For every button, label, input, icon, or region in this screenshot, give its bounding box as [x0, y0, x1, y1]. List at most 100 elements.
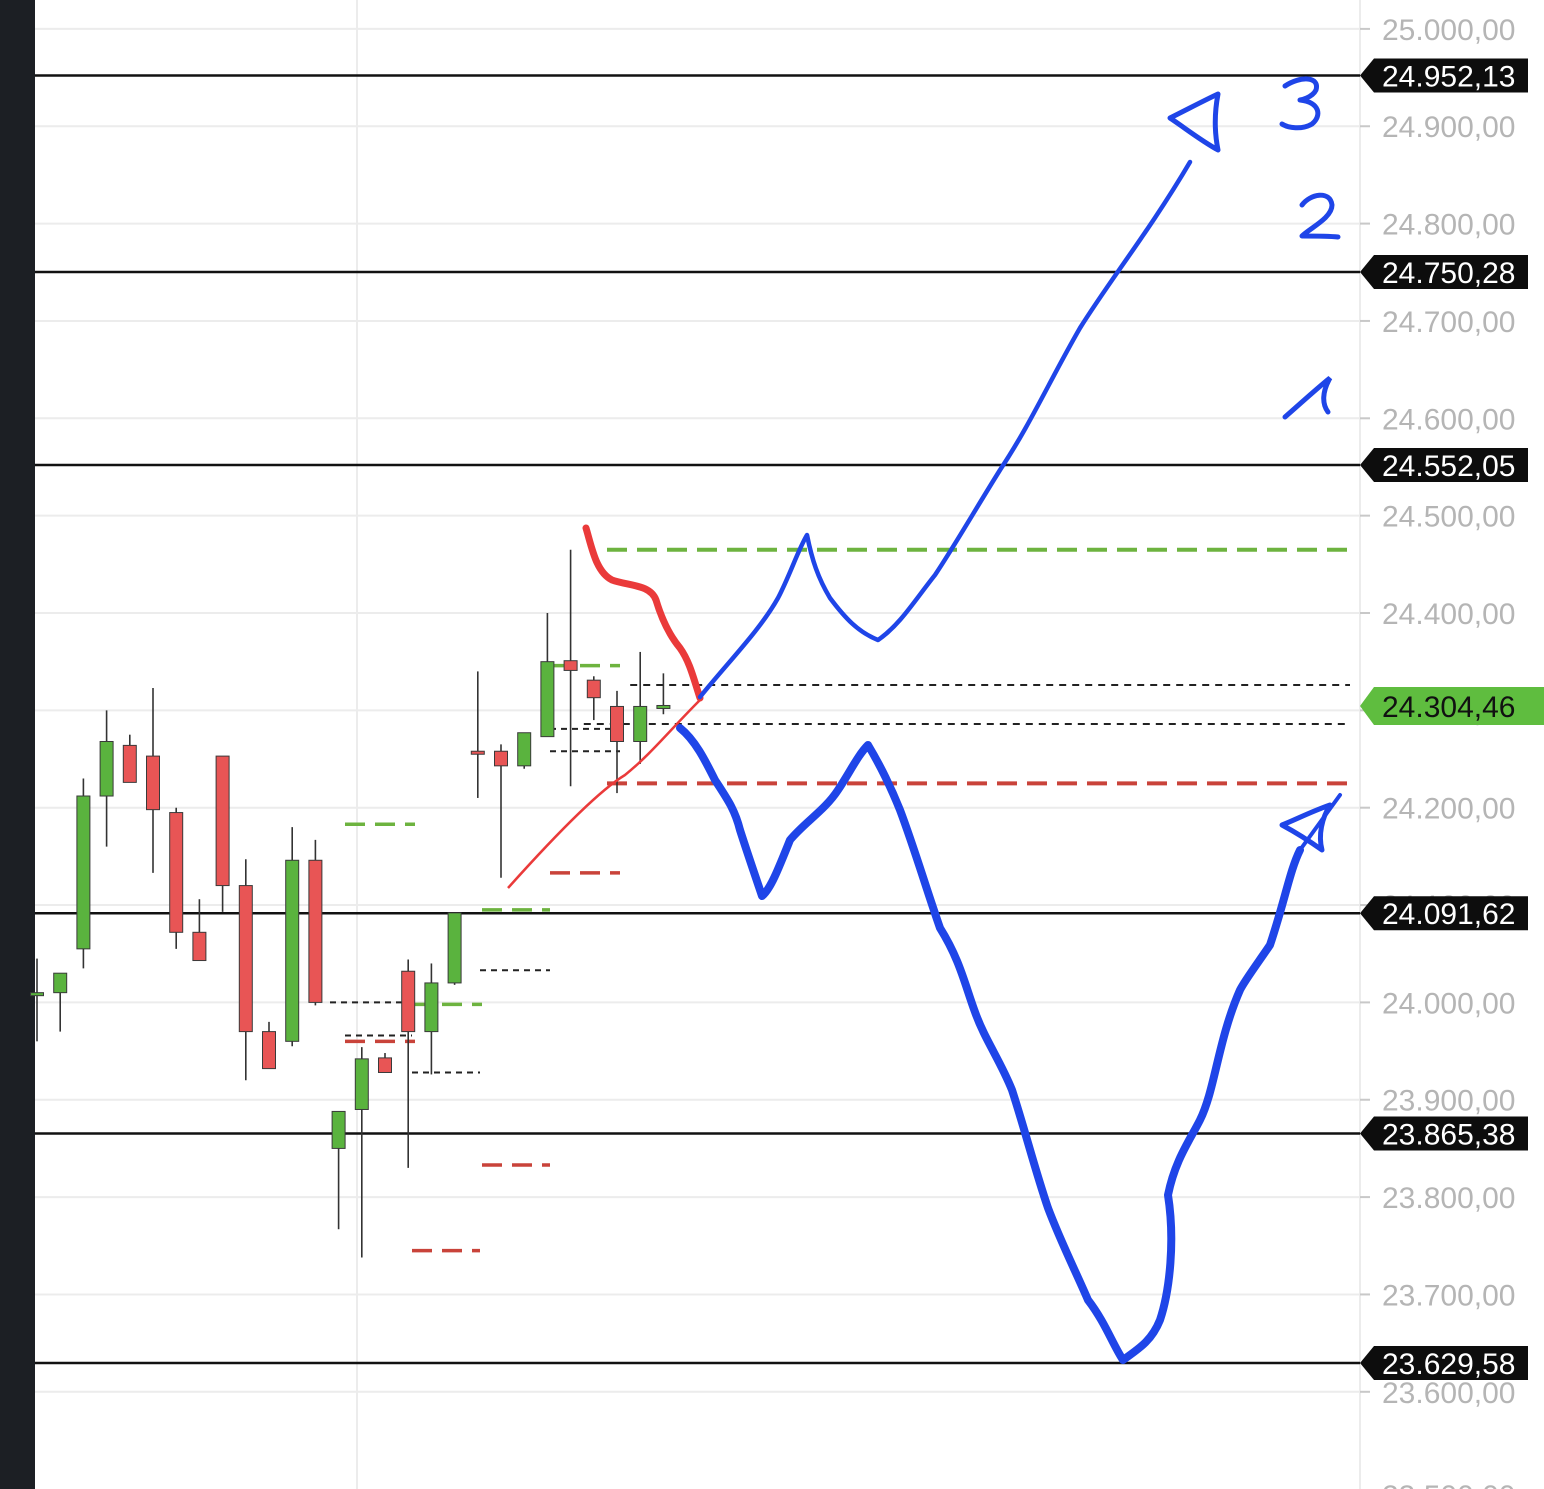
extended-target-lines	[583, 547, 1350, 786]
level-price-label-text: 24.552,05	[1382, 450, 1515, 483]
current-price-label-bg	[1360, 687, 1544, 726]
axis-tick-label: 25.000,00	[1382, 14, 1515, 47]
axis-tick-label: 24.800,00	[1382, 209, 1515, 242]
candle	[494, 744, 508, 878]
candle-body	[494, 750, 508, 767]
hand-drawn-red-path	[582, 524, 704, 702]
candle	[331, 1110, 346, 1230]
candle	[610, 690, 624, 794]
candle-body	[331, 1110, 346, 1149]
hand-drawn-blue-down-path	[676, 724, 1304, 1364]
left-toolbar-rail	[0, 0, 35, 1489]
candle	[354, 1047, 369, 1258]
level-price-label-bg	[1360, 447, 1528, 482]
candle	[122, 734, 137, 783]
level-price-label: 23.629,58	[1360, 1346, 1528, 1381]
candle	[76, 778, 91, 969]
candle	[215, 755, 230, 912]
axis-tick-label: 23.600,00	[1382, 1377, 1515, 1410]
axis-tick-label: 23.900,00	[1382, 1085, 1515, 1118]
candle	[30, 958, 44, 1042]
candle	[238, 859, 253, 1081]
level-price-label: 23.865,38	[1360, 1116, 1528, 1151]
axis-tick-label: 23.700,00	[1382, 1279, 1515, 1312]
candle	[378, 1053, 392, 1073]
axis-tick-label: 23.800,00	[1382, 1182, 1515, 1215]
axis-tick-label: 24.700,00	[1382, 306, 1515, 339]
axis-tick-label: 24.200,00	[1382, 793, 1515, 826]
handwritten-numeral-2	[1299, 192, 1341, 240]
arrow-head-up	[1167, 91, 1221, 153]
candle-body	[563, 660, 578, 671]
hand-drawings	[507, 76, 1342, 1364]
level-price-label-bg	[1360, 58, 1528, 93]
level-price-label-text: 24.952,13	[1382, 60, 1515, 93]
price-axis: 25.000,00 24.900,00 24.800,00 24.700,00 24.6…	[1360, 14, 1515, 1489]
candle	[586, 676, 601, 721]
candle-body	[192, 931, 207, 962]
price-labels: 24.952,13 24.750,28 24.552,05 24.091,62 23.8…	[1360, 58, 1544, 1381]
candle-body	[354, 1058, 369, 1110]
candle-body	[378, 1057, 392, 1073]
candle	[424, 963, 439, 1075]
candle-body	[99, 740, 114, 797]
candle-body	[308, 859, 323, 1003]
candle	[262, 1021, 276, 1070]
candle	[447, 912, 462, 985]
candle	[169, 807, 184, 949]
grid-lines	[35, 0, 1361, 1489]
level-price-label-text: 23.629,58	[1382, 1348, 1515, 1381]
hand-drawn-blue-up-path	[697, 159, 1193, 700]
candle-body	[238, 885, 253, 1033]
axis-tick-label: 24.600,00	[1382, 403, 1515, 436]
candle	[146, 687, 160, 873]
candle-body	[517, 732, 532, 767]
candle-body	[401, 970, 416, 1033]
candle-body	[53, 972, 68, 994]
short-markers	[330, 663, 620, 1253]
axis-tick-label: 24.000,00	[1382, 987, 1515, 1020]
candle-body	[610, 705, 624, 742]
candle	[192, 899, 207, 962]
candle	[517, 732, 532, 769]
candle	[308, 839, 323, 1006]
level-price-label: 24.952,13	[1360, 58, 1528, 93]
candle	[633, 651, 648, 764]
current-price-label: 24.304,46	[1360, 687, 1544, 726]
level-price-label-text: 24.091,62	[1382, 898, 1515, 931]
candle-body	[633, 705, 648, 742]
horizontal-levels	[35, 74, 1360, 1365]
candle-body	[447, 912, 462, 984]
handwritten-numeral-1	[1282, 376, 1333, 420]
axis-tick-label: 24.400,00	[1382, 598, 1515, 631]
handwritten-numeral-3	[1279, 76, 1321, 131]
current-price-label-text: 24.304,46	[1382, 691, 1515, 724]
candle	[470, 671, 485, 798]
trend-line-red	[507, 699, 701, 889]
candles	[30, 549, 671, 1258]
candle	[656, 673, 671, 715]
candle-body	[656, 704, 671, 709]
level-price-label-text: 24.750,28	[1382, 257, 1515, 290]
candle-body	[262, 1031, 276, 1070]
level-price-label-text: 23.865,38	[1382, 1118, 1515, 1151]
level-price-label-bg	[1360, 896, 1528, 931]
candle-body	[76, 795, 91, 950]
candle-body	[169, 812, 184, 933]
candle-body	[424, 982, 439, 1033]
arrow-head-down-scenario	[1279, 802, 1333, 853]
candle	[99, 710, 114, 847]
axis-tick-label-partial: 23.500,00	[1382, 1480, 1515, 1489]
level-price-label: 24.750,28	[1360, 254, 1528, 290]
candle-body	[122, 744, 137, 783]
candle-body	[540, 661, 555, 738]
axis-tick-label: 24.900,00	[1382, 111, 1515, 144]
candle	[53, 972, 68, 1032]
candle-body	[215, 755, 230, 887]
level-price-label-bg	[1360, 1346, 1528, 1380]
candle	[401, 959, 416, 1168]
candle-body	[586, 679, 601, 699]
candle-body	[285, 859, 300, 1042]
